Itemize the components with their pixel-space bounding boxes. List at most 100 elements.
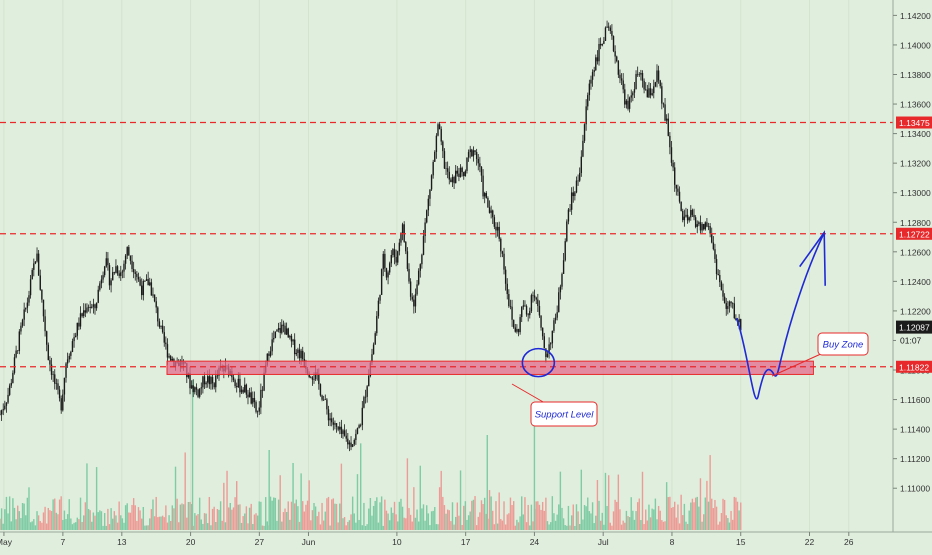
candle-body <box>20 325 22 332</box>
current-price-label: 1.12087 <box>899 323 930 333</box>
y-tick-label: 1.14000 <box>900 40 931 50</box>
volume-bar <box>239 504 241 530</box>
candle-body <box>704 222 707 230</box>
candle-body <box>699 222 702 231</box>
candle-body <box>501 251 504 254</box>
candle-body <box>553 320 555 331</box>
volume-bar <box>132 498 135 530</box>
candle-body <box>628 97 631 109</box>
candle-body <box>722 290 724 297</box>
volume-bar <box>191 380 194 530</box>
candle-body <box>541 327 544 337</box>
candle-body <box>540 315 542 328</box>
candle-body <box>735 318 737 321</box>
volume-bar <box>219 501 222 530</box>
volume-bar <box>625 510 628 530</box>
volume-bar <box>517 522 520 530</box>
support-circle[interactable] <box>521 347 556 378</box>
candle-body <box>237 378 240 388</box>
volume-bar <box>10 521 12 530</box>
candle-body <box>142 281 145 296</box>
volume-bar <box>287 501 289 530</box>
volume-bar <box>486 435 488 530</box>
candle-body <box>54 374 56 384</box>
candle-body <box>198 388 201 397</box>
volume-bar <box>406 458 409 530</box>
volume-bar <box>387 513 389 530</box>
candle-body <box>194 387 196 393</box>
volume-bar <box>195 515 198 530</box>
y-tick-label: 1.13200 <box>900 159 931 169</box>
volume-bar <box>488 490 491 530</box>
candle-body <box>380 269 383 295</box>
volume-bar <box>37 515 40 530</box>
volume-bar <box>740 502 742 530</box>
candle-body <box>740 319 742 331</box>
candle-body <box>322 399 325 401</box>
volume-bar <box>455 516 457 530</box>
volume-bar <box>395 514 397 530</box>
volume-bar <box>554 520 557 530</box>
candle-body <box>250 392 252 404</box>
volume-bar <box>318 511 320 530</box>
volume-bar <box>562 518 565 530</box>
volume-bar <box>58 499 61 530</box>
candle-body <box>662 103 665 105</box>
buy-zone-rect[interactable] <box>166 360 814 375</box>
y-tick-label: 1.12800 <box>900 218 931 228</box>
volume-bar <box>723 499 726 530</box>
volume-bar <box>598 500 600 530</box>
candle-body <box>261 389 264 391</box>
candle-body <box>97 289 99 303</box>
volume-bar <box>714 499 716 530</box>
volume-bar <box>247 523 249 530</box>
buy-zone-callout[interactable]: Buy Zone <box>771 332 869 377</box>
candle-body <box>129 255 132 261</box>
volume-bar <box>422 504 425 530</box>
volume-bar <box>187 502 190 530</box>
volume-bar <box>429 525 431 530</box>
candle-body <box>31 269 33 280</box>
candle-body <box>694 217 697 227</box>
volume-bar <box>73 522 75 530</box>
candle-body <box>26 302 29 308</box>
volume-bar <box>620 524 623 530</box>
y-tick-label: 1.13000 <box>900 188 931 198</box>
candle-body <box>25 307 27 310</box>
volume-bar <box>276 520 278 530</box>
x-tick-label: 27 <box>255 537 265 547</box>
projection-path[interactable] <box>736 232 825 400</box>
support-level-callout[interactable]: Support Level <box>511 383 598 427</box>
candle-body <box>356 428 359 434</box>
volume-bar <box>503 501 505 530</box>
candle-body <box>680 201 682 211</box>
candle-body <box>469 149 471 153</box>
candle-body <box>720 282 723 291</box>
volume-bar <box>665 482 668 530</box>
candle-body <box>276 329 278 332</box>
volume-bar <box>274 497 277 530</box>
candle-body <box>91 306 93 308</box>
level-price-tag <box>896 227 932 240</box>
volume-bar <box>145 525 148 530</box>
candle-body <box>168 356 170 358</box>
volume-bar <box>113 511 116 530</box>
volume-bar <box>115 515 117 530</box>
time-axis[interactable]: May 7 13 20 27 Jun 10 17 24 Jul 8 15 22 26 <box>0 532 854 547</box>
candle-body <box>244 384 246 393</box>
volume-bar <box>25 515 27 530</box>
volume-bar <box>696 496 698 530</box>
candle-body <box>372 344 375 355</box>
candle-body <box>496 226 499 231</box>
candle-body <box>321 395 323 400</box>
volume-bar <box>480 500 483 530</box>
candle-body <box>390 255 392 264</box>
volume-bar <box>680 494 682 530</box>
candle-body <box>324 399 326 401</box>
candle-body <box>403 224 405 242</box>
candle-body <box>467 152 470 158</box>
candle-body <box>640 73 642 75</box>
volume-bar <box>611 525 613 530</box>
